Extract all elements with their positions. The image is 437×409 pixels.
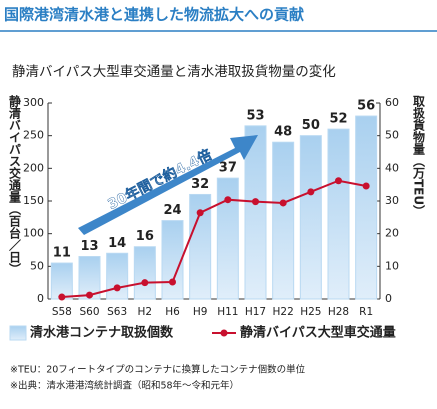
y2-tick-label: 0 bbox=[385, 292, 392, 305]
y-axis-label: 静清バイパス交通量（百台／日） bbox=[8, 94, 22, 275]
line-point bbox=[196, 209, 204, 217]
chart-title: 静清バイパス大型車交通量と清水港取扱貨物量の変化 bbox=[12, 63, 336, 80]
line-point bbox=[86, 291, 93, 299]
legend-swatch bbox=[220, 329, 228, 337]
bar bbox=[78, 256, 101, 300]
bar bbox=[299, 135, 322, 300]
y-tick-label: 200 bbox=[23, 161, 44, 174]
bar-value-label: 32 bbox=[191, 177, 209, 192]
x-tick-label: H2 bbox=[138, 306, 153, 318]
bar-value-label: 14 bbox=[108, 236, 126, 251]
line-point bbox=[362, 182, 370, 190]
line-point bbox=[307, 188, 315, 196]
y-tick-label: 150 bbox=[23, 194, 44, 207]
bar bbox=[133, 246, 156, 300]
bar bbox=[327, 128, 350, 300]
line-point bbox=[169, 278, 176, 286]
bar-value-label: 50 bbox=[302, 118, 320, 133]
line-point bbox=[279, 199, 287, 207]
bar-value-label: 53 bbox=[246, 108, 264, 123]
line-point bbox=[224, 196, 232, 204]
x-tick-label: S63 bbox=[107, 306, 127, 318]
legend-label: 静清バイパス大型車交通量 bbox=[240, 325, 396, 341]
bar-value-label: 52 bbox=[329, 112, 347, 127]
x-tick-label: H6 bbox=[165, 306, 180, 318]
bar bbox=[106, 252, 129, 300]
y-tick-label: 100 bbox=[23, 227, 44, 240]
x-tick-label: H28 bbox=[328, 306, 349, 318]
bar-value-label: 13 bbox=[80, 239, 98, 254]
bar bbox=[161, 220, 184, 300]
line-point bbox=[141, 279, 149, 287]
line-point bbox=[113, 284, 121, 292]
x-tick-label: S58 bbox=[52, 306, 72, 318]
bar-value-label: 48 bbox=[274, 125, 292, 140]
y-tick-label: 250 bbox=[23, 129, 44, 142]
bar-value-label: 16 bbox=[136, 229, 154, 244]
y2-axis-label: 取扱貨物量（万TEU） bbox=[412, 95, 426, 218]
bar-value-label: 24 bbox=[163, 203, 181, 218]
y2-tick-label: 60 bbox=[385, 96, 399, 109]
y-tick-label: 300 bbox=[23, 96, 44, 109]
line-point bbox=[58, 293, 66, 301]
plot: 0 50 100 150 200 250 300 0 10 20 30 40 50 60 S58 S60 S63… bbox=[9, 96, 399, 341]
x-tick-label: H11 bbox=[217, 306, 238, 318]
bar bbox=[355, 115, 378, 300]
y2-tick-label: 10 bbox=[385, 259, 399, 272]
line-point bbox=[252, 198, 259, 206]
note: ※出典：清水港港湾統計調査（昭和58年～令和元年） bbox=[10, 380, 239, 392]
x-tick-label: H25 bbox=[300, 306, 321, 318]
bar-value-label: 37 bbox=[219, 161, 237, 176]
growth-arrow bbox=[78, 135, 258, 235]
x-tick-label: H9 bbox=[193, 306, 208, 318]
legend-swatch bbox=[9, 325, 27, 341]
y-tick-label: 50 bbox=[30, 259, 44, 272]
x-tick-label: S60 bbox=[79, 306, 99, 318]
bar bbox=[244, 125, 267, 300]
y-tick-label: 0 bbox=[37, 292, 44, 305]
note: ※TEU：20フィートタイプのコンテナに換算したコンテナ個数の単位 bbox=[10, 364, 306, 376]
x-tick-label: R1 bbox=[359, 306, 373, 318]
bar bbox=[216, 177, 239, 300]
bar-value-label: 11 bbox=[53, 246, 71, 261]
y2-tick-label: 40 bbox=[385, 161, 399, 174]
legend-label: 清水港コンテナ取扱個数 bbox=[30, 325, 174, 341]
header-title: 国際港湾清水港と連携した物流拡大への貢献 bbox=[4, 6, 304, 24]
x-tick-label: H17 bbox=[245, 306, 266, 318]
y2-tick-label: 50 bbox=[385, 129, 399, 142]
y2-tick-label: 30 bbox=[385, 194, 399, 207]
bar bbox=[189, 193, 212, 300]
bar bbox=[272, 141, 295, 300]
y2-tick-label: 20 bbox=[385, 227, 399, 240]
line-point bbox=[335, 177, 342, 185]
bar-value-label: 56 bbox=[357, 99, 375, 114]
x-tick-label: H22 bbox=[273, 306, 294, 318]
line bbox=[61, 179, 367, 299]
